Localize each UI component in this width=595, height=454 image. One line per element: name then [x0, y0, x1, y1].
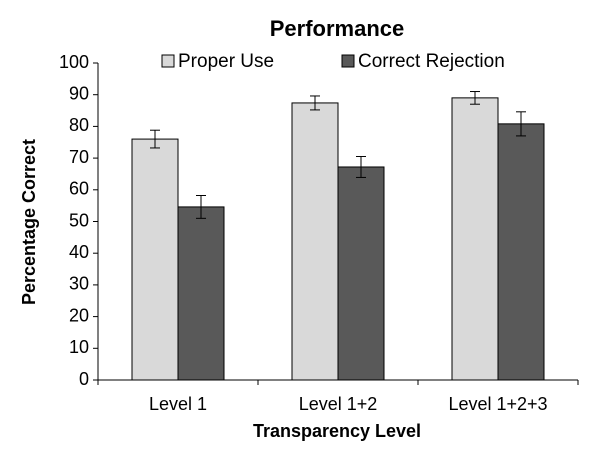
- legend-label: Correct Rejection: [358, 51, 505, 72]
- x-tick-label: Level 1+2: [299, 394, 378, 414]
- legend-label: Proper Use: [178, 51, 274, 72]
- error-bar: [516, 111, 526, 137]
- error-bar: [356, 156, 366, 178]
- x-tick-label: Level 1+2+3: [448, 394, 547, 414]
- x-tick-label: Level 1: [149, 394, 207, 414]
- y-tick-label: 50: [69, 210, 89, 230]
- legend-swatch: [341, 54, 355, 68]
- y-tick-label: 10: [69, 337, 89, 357]
- y-tick-label: 0: [79, 369, 89, 389]
- x-axis-label: Transparency Level: [253, 421, 421, 441]
- y-tick-label: 70: [69, 147, 89, 167]
- y-axis-label: Percentage Correct: [19, 139, 39, 305]
- bar: [291, 102, 339, 381]
- y-tick-label: 90: [69, 83, 89, 103]
- error-bar: [196, 195, 206, 219]
- bar: [177, 206, 225, 381]
- error-bar: [470, 91, 480, 105]
- y-tick-label: 30: [69, 274, 89, 294]
- chart-title: Performance: [270, 16, 405, 41]
- error-bar: [310, 95, 320, 111]
- legend-swatch: [161, 54, 175, 68]
- y-tick-label: 60: [69, 179, 89, 199]
- bar: [337, 166, 385, 381]
- y-tick-label: 100: [59, 52, 89, 72]
- bar: [497, 123, 545, 381]
- bar: [131, 138, 179, 381]
- bar: [451, 97, 499, 381]
- y-tick-label: 20: [69, 305, 89, 325]
- y-tick-label: 40: [69, 242, 89, 262]
- error-bar: [150, 129, 160, 149]
- y-tick-label: 80: [69, 115, 89, 135]
